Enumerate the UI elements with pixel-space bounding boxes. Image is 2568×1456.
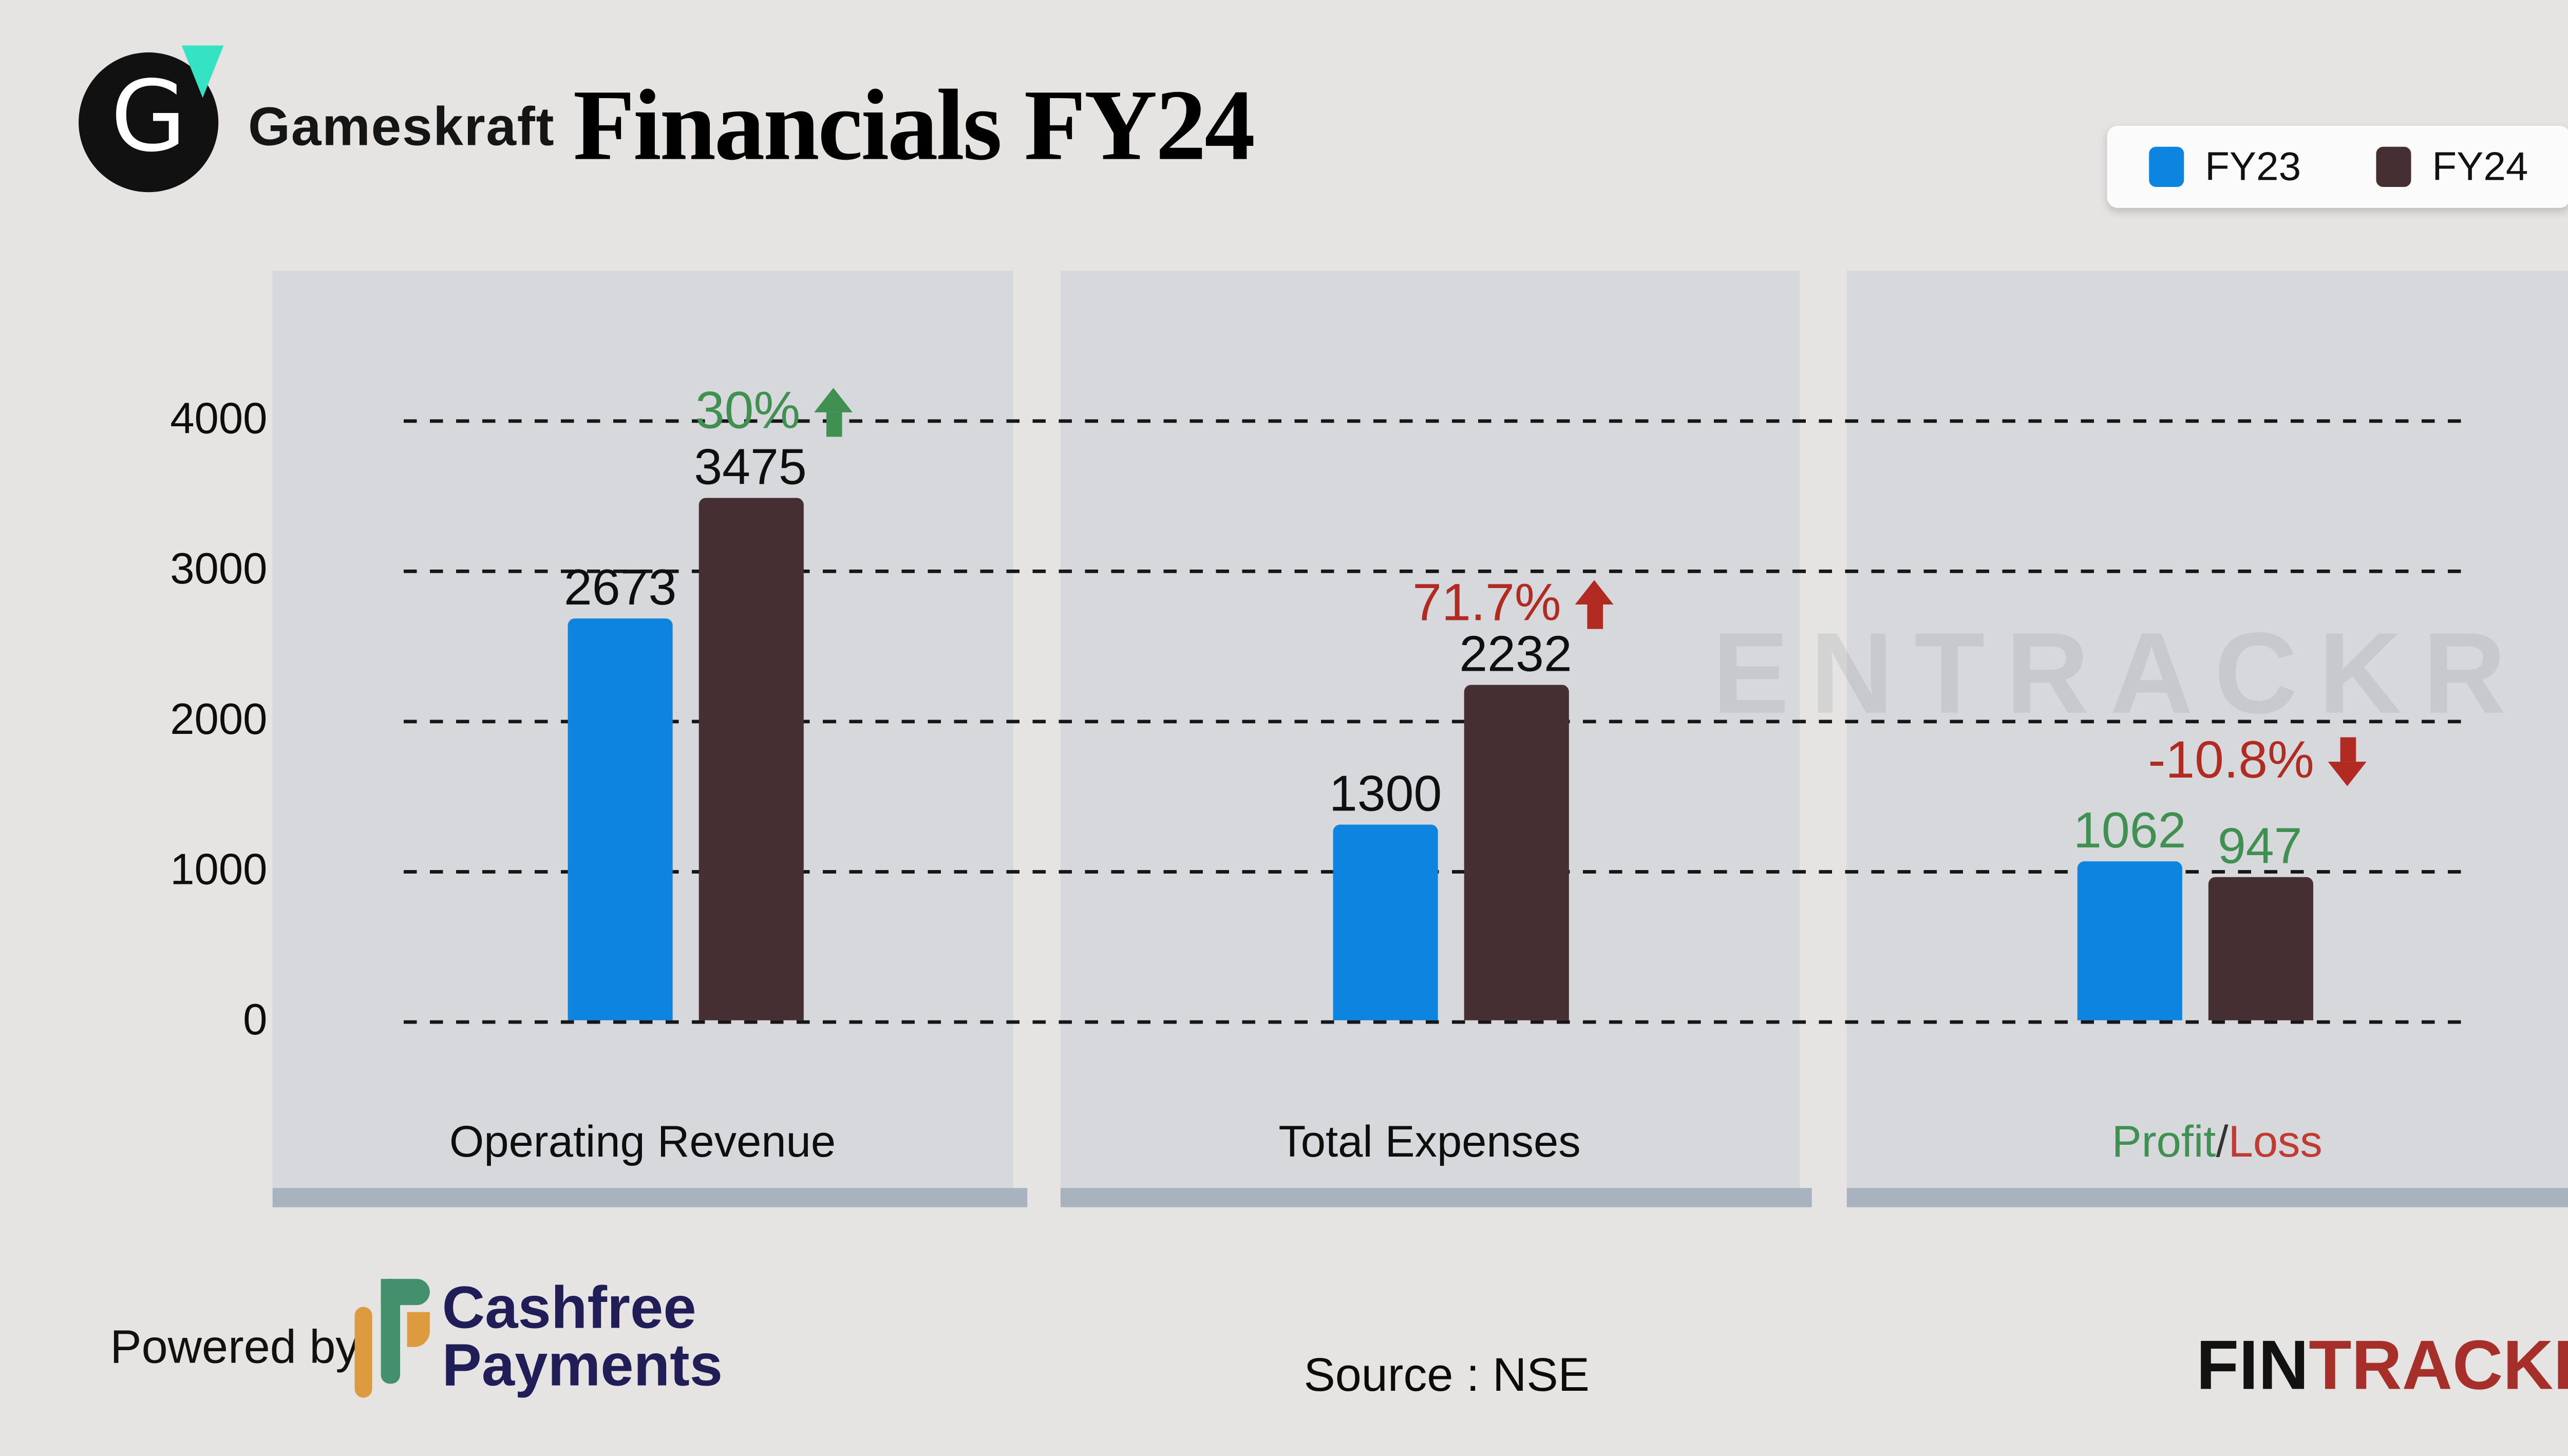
- ytick-1000: 1000: [170, 845, 268, 895]
- panel-total-expenses: [1060, 271, 1799, 1188]
- value-fy23-operating-revenue: 2673: [563, 560, 677, 617]
- annotation-profit-text: -10.8%: [2148, 732, 2314, 790]
- up-arrow-icon: [1575, 580, 1614, 629]
- bar-fy23-profit: [2077, 860, 2182, 1020]
- legend: FY23 FY24: [2107, 125, 2568, 208]
- ytick-3000: 3000: [170, 544, 268, 594]
- annotation-revenue-growth: 30%: [695, 383, 853, 442]
- entrackr-watermark: ENTRACKR: [1712, 608, 2527, 738]
- gridline-3000: [403, 569, 2472, 573]
- annotation-revenue-text: 30%: [695, 382, 801, 441]
- bar-fy23-total-expenses: [1333, 824, 1438, 1020]
- fy24-swatch-icon: [2376, 146, 2411, 187]
- value-fy24-profit: 947: [2217, 820, 2302, 876]
- source-label: Source : NSE: [1304, 1349, 1590, 1402]
- fintrackr-logo: FINTRACKR: [2196, 1328, 2568, 1406]
- ytick-0: 0: [243, 996, 268, 1045]
- up-arrow-icon: [814, 388, 853, 437]
- fintrackr-fin: FIN: [2196, 1328, 2309, 1405]
- annotation-profit-decline: -10.8%: [2148, 732, 2367, 791]
- category-profit-loss: Profit/Loss: [1846, 1118, 2568, 1169]
- ytick-2000: 2000: [170, 695, 268, 744]
- value-fy23-profit: 1062: [2073, 803, 2186, 859]
- annotation-expenses-text: 71.7%: [1412, 575, 1561, 633]
- gridline-4000: [403, 418, 2472, 423]
- legend-label-fy23: FY23: [2205, 143, 2301, 189]
- cashfree-logo-icon: [354, 1279, 435, 1401]
- down-arrow-icon: [2328, 737, 2367, 786]
- logo-teal-wedge-icon: [181, 45, 224, 98]
- cashfree-line2: Payments: [442, 1333, 723, 1400]
- ytick-4000: 4000: [170, 394, 268, 443]
- bar-fy24-total-expenses: [1463, 684, 1569, 1020]
- profit-word: Profit: [2111, 1118, 2216, 1167]
- panel-shadow-1: [271, 1188, 1027, 1206]
- gridline-2000: [403, 719, 2472, 724]
- value-fy24-total-expenses: 2232: [1459, 627, 1572, 683]
- cashfree-orange-bar-icon: [354, 1307, 372, 1398]
- axis-zero-line: [403, 1020, 2472, 1025]
- fy23-swatch-icon: [2149, 146, 2184, 187]
- category-operating-revenue: Operating Revenue: [449, 1118, 836, 1167]
- slash-separator: /: [2216, 1118, 2229, 1167]
- page-title: Financials FY24: [573, 68, 1255, 182]
- value-fy24-operating-revenue: 3475: [694, 440, 807, 496]
- brand-name: Gameskraft: [248, 96, 555, 158]
- loss-word: Loss: [2228, 1118, 2322, 1167]
- category-total-expenses: Total Expenses: [1278, 1118, 1581, 1167]
- cashfree-wordmark: Cashfree Payments: [442, 1275, 723, 1400]
- annotation-expenses-growth: 71.7%: [1412, 575, 1614, 634]
- panel-profit-loss: [1846, 271, 2568, 1188]
- bar-fy24-profit: [2207, 878, 2313, 1020]
- panel-shadow-3: [1846, 1188, 2568, 1206]
- legend-item-fy24: FY24: [2376, 143, 2528, 191]
- cashfree-orange-arm-icon: [407, 1312, 430, 1347]
- powered-by-label: Powered by: [110, 1320, 360, 1373]
- cashfree-line1: Cashfree: [442, 1275, 696, 1342]
- panel-shadow-2: [1060, 1188, 1812, 1206]
- logo-letter: G: [110, 61, 186, 175]
- value-fy23-total-expenses: 1300: [1329, 767, 1442, 823]
- legend-label-fy24: FY24: [2432, 143, 2528, 189]
- legend-item-fy23: FY23: [2149, 143, 2301, 191]
- bar-fy24-operating-revenue: [698, 497, 803, 1020]
- cashfree-green-bar-icon: [381, 1279, 401, 1384]
- fintrackr-trackr: TRACKR: [2309, 1328, 2568, 1405]
- bar-fy23-operating-revenue: [568, 618, 673, 1020]
